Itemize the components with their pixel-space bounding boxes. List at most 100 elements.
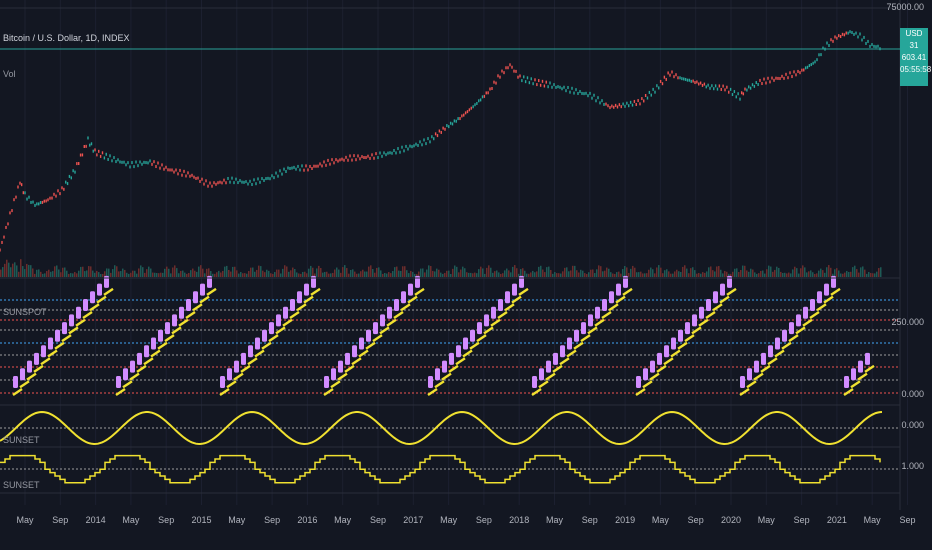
sunspot-marker <box>588 314 593 326</box>
volume-bar <box>100 274 102 277</box>
volume-bar <box>792 269 794 277</box>
volume-bar <box>126 273 128 277</box>
symbol-legend[interactable]: Bitcoin / U.S. Dollar, 1D, INDEX <box>3 33 130 43</box>
volume-bar <box>36 270 38 277</box>
volume-bar <box>490 268 492 277</box>
volume-bar <box>656 267 658 277</box>
volume-bar <box>116 266 118 277</box>
sunspot-trend-segment <box>463 351 472 357</box>
volume-bar <box>258 266 260 277</box>
volume-bar <box>486 268 488 277</box>
volume-bar <box>212 274 214 277</box>
sunspot-trend-segment <box>248 358 257 364</box>
volume-bar <box>146 269 148 277</box>
volume-bar <box>498 272 500 277</box>
volume-bar <box>858 273 860 277</box>
volume-bar <box>492 273 494 277</box>
volume-bar <box>560 274 562 277</box>
volume-legend[interactable]: Vol <box>3 69 16 79</box>
volume-bar <box>430 266 432 277</box>
volume-bar <box>32 268 34 277</box>
volume-bar <box>614 274 616 277</box>
volume-bar <box>20 259 22 277</box>
volume-bar <box>596 269 598 277</box>
volume-bar <box>654 273 656 277</box>
sunspot-trend-segment <box>186 312 195 318</box>
sunspot-trend-segment <box>671 351 680 357</box>
volume-bar <box>880 267 882 277</box>
volume-bar <box>814 274 816 277</box>
volume-bar <box>806 272 808 277</box>
sunspot-trend-segment <box>643 381 652 387</box>
volume-bar <box>840 273 842 277</box>
sunspot-marker <box>512 284 517 296</box>
sunspot-trend-segment <box>706 312 715 318</box>
volume-bar <box>624 266 626 277</box>
volume-bar <box>150 269 152 277</box>
volume-bar <box>242 273 244 277</box>
volume-bar <box>590 270 592 277</box>
sunspot-marker <box>55 330 60 342</box>
sunspot-marker <box>747 368 752 380</box>
sunspot-trend-segment <box>352 358 361 364</box>
sunspot-marker <box>428 376 433 388</box>
volume-bar <box>114 265 116 277</box>
time-axis-tick: Sep <box>794 515 810 525</box>
indicator-2-legend[interactable]: SUNSET <box>3 435 40 445</box>
volume-bar <box>466 272 468 277</box>
volume-bar <box>122 269 124 277</box>
volume-bar <box>426 270 428 277</box>
volume-bar <box>452 269 454 277</box>
sunspot-trend-segment <box>740 389 749 395</box>
sunspot-trend-segment <box>456 358 465 364</box>
sunspot-marker <box>283 307 288 319</box>
volume-bar <box>404 266 406 277</box>
volume-bar <box>296 272 298 277</box>
volume-bar <box>714 271 716 277</box>
volume-bar <box>130 273 132 277</box>
volume-bar <box>670 274 672 277</box>
volume-bar <box>138 268 140 277</box>
time-axis-tick: 2019 <box>615 515 635 525</box>
volume-bar <box>774 270 776 277</box>
sunspot-trend-segment <box>227 381 236 387</box>
volume-bar <box>190 270 192 277</box>
volume-bar <box>794 267 796 277</box>
volume-bar <box>448 271 450 277</box>
indicator-1-legend[interactable]: SUNSPOT <box>3 307 47 317</box>
volume-bar <box>386 274 388 277</box>
sunspot-trend-segment <box>858 374 867 380</box>
volume-bar <box>60 272 62 277</box>
sunspot-trend-segment <box>387 320 396 326</box>
sunspot-marker <box>408 284 413 296</box>
volume-bar <box>144 273 146 277</box>
pane1-axis-label-lower: 0.000 <box>901 389 924 399</box>
volume-bar <box>736 268 738 277</box>
sunspot-marker <box>643 368 648 380</box>
volume-bar <box>480 267 482 277</box>
volume-bar <box>182 271 184 277</box>
sunspot-marker <box>200 284 205 296</box>
price-series <box>0 30 880 251</box>
volume-bar <box>578 272 580 277</box>
volume-bar <box>324 272 326 277</box>
sunspot-marker <box>553 353 558 365</box>
sunspot-trend-segment <box>810 312 819 318</box>
sunspot-marker <box>144 345 149 357</box>
volume-bar <box>112 269 114 277</box>
volume-bar <box>12 264 14 277</box>
sunspot-marker <box>172 314 177 326</box>
indicator-3-legend[interactable]: SUNSET <box>3 480 40 490</box>
volume-bar <box>508 270 510 277</box>
volume-bar <box>764 274 766 277</box>
volume-bar <box>34 274 36 277</box>
sunspot-trend-segment <box>394 312 403 318</box>
volume-bar <box>726 272 728 277</box>
sunspot-marker <box>380 314 385 326</box>
volume-bar <box>630 269 632 277</box>
volume-bar <box>176 268 178 277</box>
volume-bar <box>616 272 618 277</box>
volume-bar <box>412 272 414 277</box>
volume-bar <box>788 273 790 277</box>
